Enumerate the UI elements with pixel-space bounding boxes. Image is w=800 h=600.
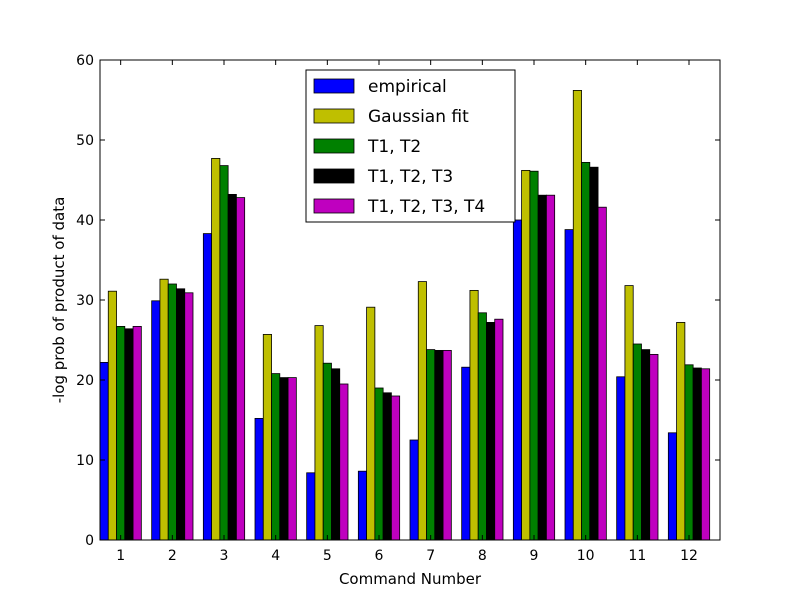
legend-label: T1, T2, T3 — [367, 167, 453, 187]
x-tick-label: 8 — [478, 548, 487, 564]
x-tick-label: 6 — [375, 548, 384, 564]
legend-label: T1, T2 — [367, 137, 421, 157]
bar-cmd-1-series-5 — [132, 325, 142, 541]
bar-cmd-8-series-4 — [486, 321, 496, 541]
bar-cmd-8-series-5 — [494, 318, 504, 541]
y-tick-label: 40 — [76, 213, 94, 229]
bar-cmd-10-series-4 — [589, 166, 599, 541]
legend-swatch — [313, 108, 355, 124]
bar-cmd-5-series-3 — [322, 362, 332, 541]
bar-cmd-1-series-3 — [116, 325, 126, 541]
bar-cmd-2-series-5 — [184, 292, 194, 541]
bar-cmd-4-series-2 — [262, 333, 272, 541]
bar-cmd-1-series-2 — [107, 290, 117, 541]
y-tick-label: 10 — [76, 453, 94, 469]
legend-label: Gaussian fit — [368, 107, 469, 127]
legend-swatch — [313, 198, 355, 214]
bar-cmd-5-series-4 — [331, 368, 341, 541]
x-tick-label: 3 — [220, 548, 229, 564]
bar-cmd-11-series-5 — [649, 353, 659, 541]
legend-swatch — [313, 78, 355, 94]
bar-cmd-2-series-1 — [151, 300, 161, 541]
bar-cmd-6-series-1 — [357, 470, 367, 541]
y-tick-label: 20 — [76, 373, 94, 389]
x-tick-label: 11 — [628, 548, 646, 564]
bar-cmd-12-series-2 — [676, 321, 686, 541]
bars-layer — [99, 90, 711, 541]
x-tick-label: 12 — [680, 548, 698, 564]
y-tick-label: 30 — [76, 293, 94, 309]
bar-cmd-7-series-5 — [442, 349, 452, 541]
bar-cmd-4-series-1 — [254, 417, 264, 541]
bar-cmd-11-series-2 — [624, 285, 634, 541]
bar-cmd-10-series-1 — [564, 229, 574, 541]
bar-cmd-9-series-5 — [546, 194, 556, 541]
bar-cmd-6-series-2 — [366, 306, 376, 541]
x-tick-label: 2 — [168, 548, 177, 564]
x-axis: 1 2 3 4 5 6 7 8 9 10 11 12 — [116, 60, 698, 564]
bar-cmd-11-series-1 — [616, 376, 626, 541]
bar-cmd-12-series-4 — [692, 367, 702, 541]
bar-cmd-7-series-1 — [409, 439, 419, 541]
bar-cmd-5-series-2 — [314, 325, 324, 541]
bar-cmd-5-series-5 — [339, 383, 349, 541]
bar-cmd-2-series-2 — [159, 278, 169, 541]
x-tick-label: 1 — [116, 548, 125, 564]
bar-cmd-6-series-4 — [382, 392, 392, 541]
bar-cmd-4-series-3 — [271, 373, 281, 541]
x-tick-label: 4 — [271, 548, 280, 564]
bar-cmd-9-series-3 — [529, 170, 539, 541]
bar-cmd-7-series-3 — [426, 349, 436, 541]
bar-cmd-6-series-3 — [374, 387, 384, 541]
bar-cmd-11-series-3 — [632, 343, 642, 541]
legend-swatch — [313, 138, 355, 154]
bar-cmd-4-series-4 — [279, 377, 289, 541]
x-tick-label: 7 — [426, 548, 435, 564]
bar-cmd-2-series-4 — [176, 288, 186, 541]
bar-cmd-9-series-4 — [537, 194, 547, 541]
x-axis-label: Command Number — [339, 570, 482, 588]
bar-cmd-3-series-2 — [211, 157, 221, 541]
x-tick-label: 10 — [577, 548, 595, 564]
legend-label: empirical — [368, 77, 447, 97]
y-tick-label: 50 — [76, 133, 94, 149]
x-tick-label: 5 — [323, 548, 332, 564]
y-tick-label: 60 — [76, 53, 94, 69]
bar-cmd-7-series-4 — [434, 349, 444, 541]
bar-cmd-8-series-1 — [461, 366, 471, 541]
bar-cmd-12-series-3 — [684, 364, 694, 541]
bar-cmd-6-series-5 — [390, 395, 401, 541]
bar-cmd-10-series-2 — [572, 90, 582, 541]
y-tick-label: 0 — [85, 533, 94, 549]
bar-cmd-8-series-3 — [477, 312, 487, 541]
x-tick-label: 9 — [530, 548, 539, 564]
bar-cmd-12-series-5 — [701, 368, 711, 541]
bar-cmd-3-series-5 — [235, 197, 246, 541]
bar-cmd-5-series-1 — [306, 472, 316, 541]
bar-cmd-3-series-4 — [227, 193, 237, 541]
bar-cmd-9-series-1 — [512, 219, 523, 541]
bar-cmd-3-series-1 — [202, 233, 213, 541]
legend-label: T1, T2, T3, T4 — [367, 197, 485, 217]
bar-cmd-7-series-2 — [417, 281, 427, 541]
bar-cmd-10-series-5 — [597, 206, 607, 541]
bar-cmd-1-series-1 — [99, 361, 109, 541]
bar-cmd-12-series-1 — [667, 432, 678, 541]
bar-cmd-1-series-4 — [124, 328, 134, 541]
bar-cmd-3-series-3 — [219, 165, 229, 541]
legend-swatch — [313, 168, 355, 184]
bar-cmd-4-series-5 — [287, 377, 297, 541]
bar-cmd-8-series-2 — [469, 289, 479, 541]
bar-cmd-10-series-3 — [581, 161, 591, 541]
y-axis-label: -log prob of product of data — [50, 197, 68, 404]
legend: empirical Gaussian fit T1, T2 T1, T2, T3 T1,… — [305, 69, 516, 223]
bar-cmd-9-series-2 — [521, 169, 531, 541]
bar-cmd-11-series-4 — [641, 349, 651, 541]
bar-cmd-2-series-3 — [167, 283, 177, 541]
y-axis: 0 10 20 30 40 50 60 — [76, 53, 720, 549]
